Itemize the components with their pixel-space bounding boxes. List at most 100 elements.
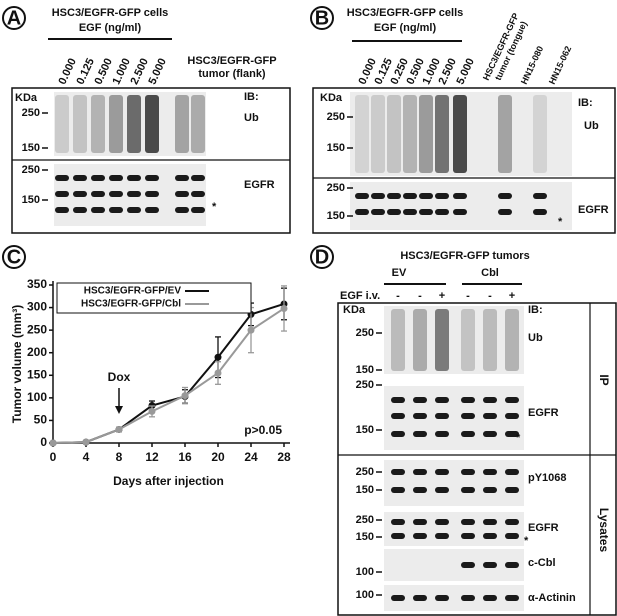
panel-badge (310, 6, 334, 30)
blot-band (483, 533, 497, 539)
blot-band (109, 175, 123, 181)
lane-label: tumor (flank) (198, 68, 266, 80)
blot-band (73, 191, 87, 197)
panel-title: HSC3/EGFR-GFP tumors (400, 250, 529, 262)
blot-band (505, 431, 519, 437)
blot-band (505, 413, 519, 419)
blot-lane (127, 95, 141, 153)
blot-lane (453, 95, 467, 173)
blot-lane (55, 95, 69, 153)
blot-label: EGFR (244, 179, 275, 191)
blot-band (461, 469, 475, 475)
blot-band (391, 519, 405, 525)
blot-band (413, 519, 427, 525)
x-axis-label: Days after injection (113, 474, 224, 488)
asterisk: * (516, 432, 521, 444)
legend-label: HSC3/EGFR-GFP/EV (84, 286, 182, 297)
blot-lane (533, 95, 547, 173)
kda-label: KDa (15, 92, 38, 104)
x-tick-label: 20 (211, 450, 225, 464)
annotation: Dox (108, 370, 131, 384)
asterisk: * (212, 201, 217, 213)
blot-band (413, 533, 427, 539)
data-point (280, 304, 288, 312)
y-tick-label: 200 (27, 345, 47, 359)
blot-band (175, 207, 189, 213)
blot-band (435, 209, 449, 215)
blot-band (461, 487, 475, 493)
blot-label: pY1068 (528, 472, 567, 484)
blot-band (435, 595, 449, 601)
blot-image (384, 306, 524, 374)
blot-band (435, 469, 449, 475)
data-point (49, 439, 57, 447)
blot-band (91, 191, 105, 197)
legend-box (56, 282, 252, 314)
blot-band (483, 413, 497, 419)
blot-band (145, 175, 159, 181)
blot-lane (145, 95, 159, 153)
blot-band (391, 533, 405, 539)
blot-band (483, 431, 497, 437)
mw-label: 150 (327, 142, 345, 154)
blot-band (387, 209, 401, 215)
panel-badge (2, 6, 26, 30)
blot-band (505, 595, 519, 601)
blot-band (191, 175, 205, 181)
blot-band (109, 191, 123, 197)
blot-lane (109, 95, 123, 153)
blot-band (419, 193, 433, 199)
blot-band (461, 595, 475, 601)
blot-band (55, 191, 69, 197)
blot-band (461, 562, 475, 568)
blot-lane (73, 95, 87, 153)
data-point (247, 326, 255, 334)
x-tick-label: 28 (277, 450, 291, 464)
series-line (52, 307, 285, 444)
blot-label: Ub (244, 112, 259, 124)
mw-label: 150 (356, 364, 374, 376)
blot-band (505, 562, 519, 568)
blot-band (413, 469, 427, 475)
blot-image (384, 386, 524, 450)
ib-label: IB: (528, 304, 543, 316)
blot-band (355, 193, 369, 199)
blot-band (419, 209, 433, 215)
treatment-sign: + (439, 290, 445, 302)
blot-band (55, 207, 69, 213)
blot-band (191, 191, 205, 197)
kda-label: KDa (343, 304, 366, 316)
blot-band (145, 207, 159, 213)
blot-band (461, 413, 475, 419)
blot-band (435, 431, 449, 437)
blot-label: c-Cbl (528, 557, 556, 569)
asterisk: * (524, 535, 529, 547)
kda-label: KDa (320, 92, 343, 104)
ib-label: IB: (244, 91, 259, 103)
blot-lane (391, 309, 405, 371)
blot-lane (435, 309, 449, 371)
treatment-sign: - (466, 290, 470, 302)
mw-label: 250 (327, 111, 345, 123)
blot-band (483, 397, 497, 403)
blot-band (55, 175, 69, 181)
y-tick-label: 350 (27, 277, 47, 291)
mw-label: 150 (327, 210, 345, 222)
mw-label: 100 (356, 566, 374, 578)
blot-band (403, 209, 417, 215)
blot-band (371, 193, 385, 199)
panel-letter: C (7, 246, 21, 268)
blot-band (109, 207, 123, 213)
y-tick-label: 100 (27, 390, 47, 404)
legend-label: HSC3/EGFR-GFP/Cbl (81, 299, 181, 310)
panel-badge (310, 245, 334, 269)
blot-band (413, 487, 427, 493)
panel-letter: B (315, 7, 329, 29)
blot-band (533, 193, 547, 199)
section-label: IP (597, 374, 611, 385)
blot-band (391, 397, 405, 403)
group-label: Cbl (481, 267, 499, 279)
blot-band (413, 595, 427, 601)
treatment-label: EGF i.v. (340, 290, 380, 302)
